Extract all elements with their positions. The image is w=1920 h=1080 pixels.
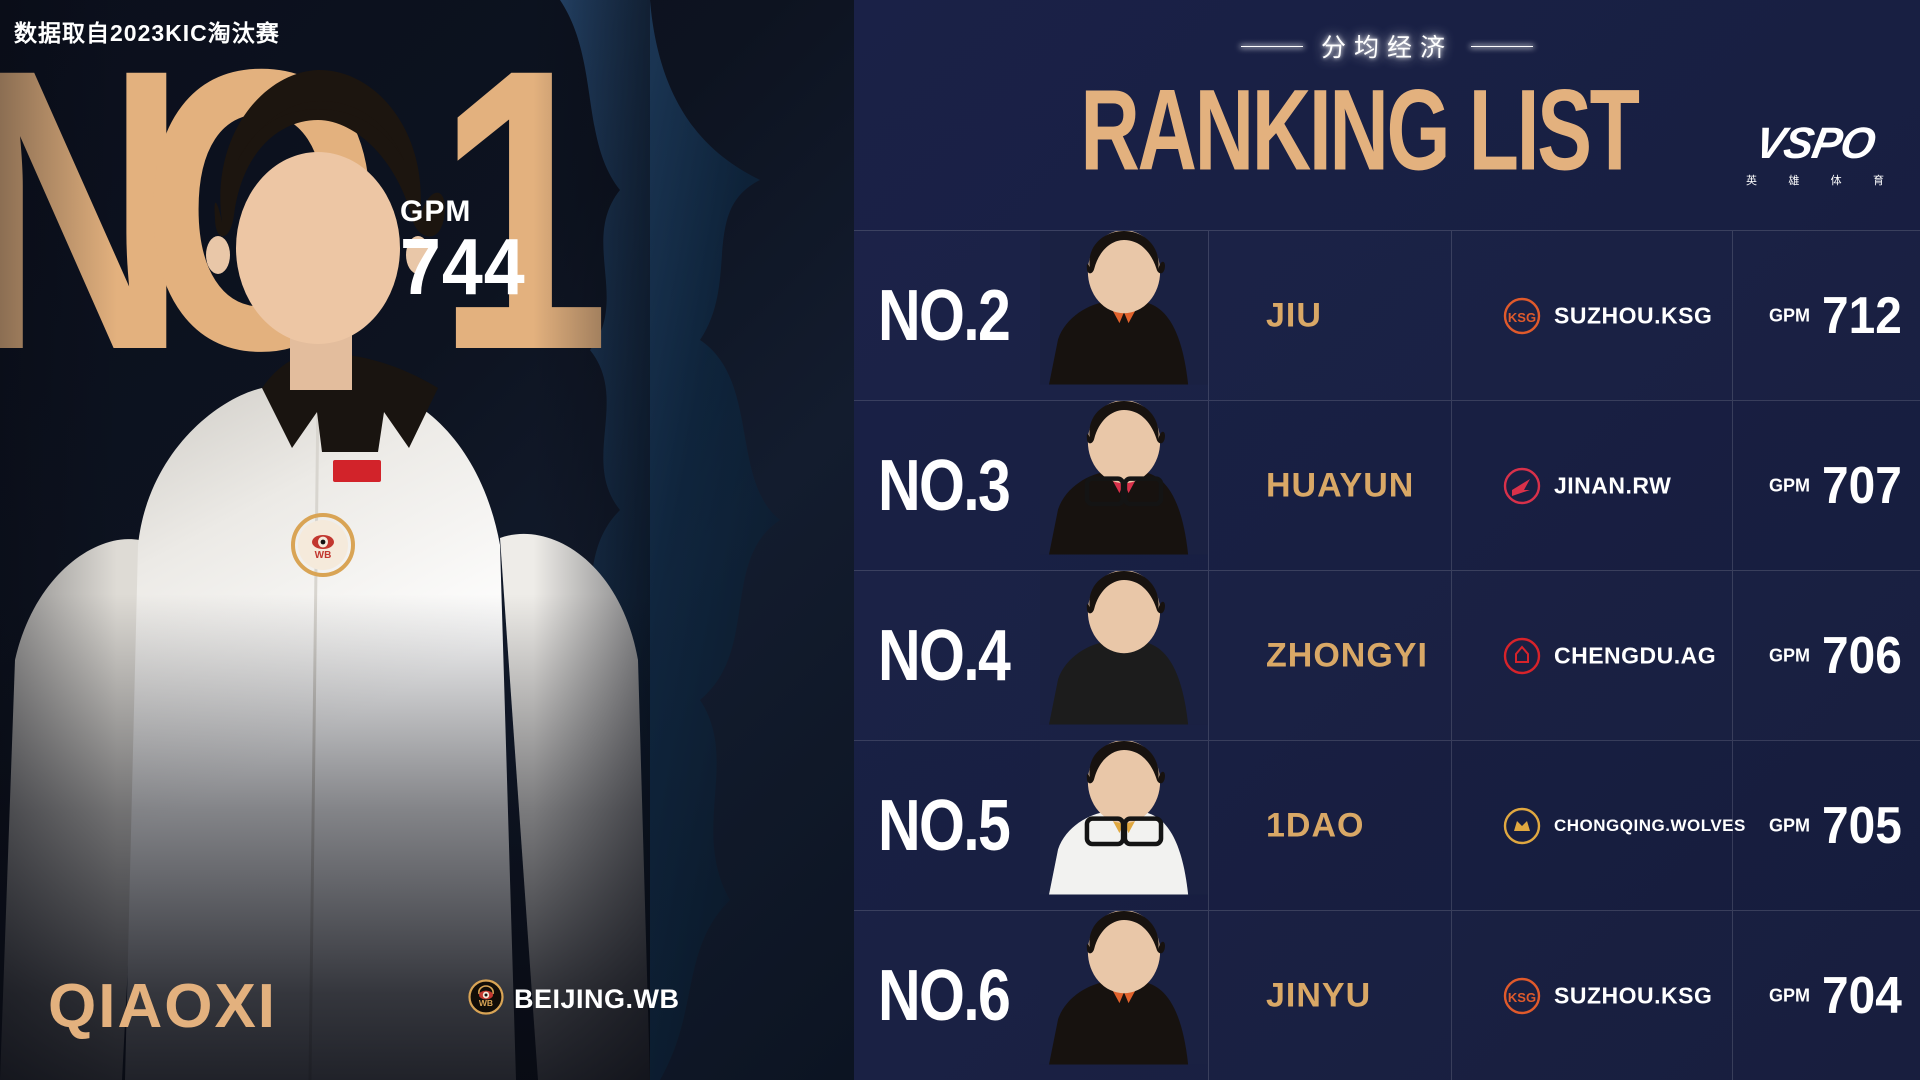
svg-text:KSG: KSG bbox=[1508, 990, 1536, 1005]
svg-text:WB: WB bbox=[315, 550, 332, 561]
svg-text:KSG: KSG bbox=[1508, 310, 1536, 325]
svg-text:WB: WB bbox=[479, 998, 493, 1008]
